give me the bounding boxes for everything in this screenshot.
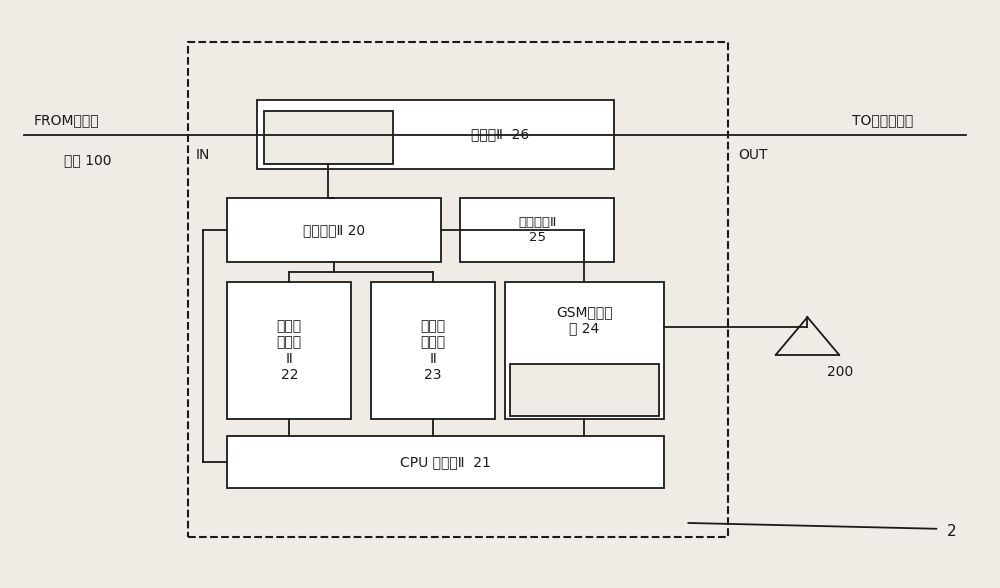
Text: CPU 处理器Ⅱ  21: CPU 处理器Ⅱ 21 bbox=[400, 455, 491, 469]
Text: TO：天馈系统: TO：天馈系统 bbox=[852, 113, 913, 127]
Bar bbox=[227, 198, 440, 262]
Bar bbox=[264, 111, 393, 163]
Text: FROM：信源: FROM：信源 bbox=[34, 113, 100, 127]
Text: 电源模块Ⅱ
25: 电源模块Ⅱ 25 bbox=[518, 216, 556, 244]
Text: 电平采
样模块
Ⅱ
22: 电平采 样模块 Ⅱ 22 bbox=[277, 319, 302, 382]
Bar bbox=[257, 100, 614, 169]
Bar bbox=[188, 42, 728, 537]
Bar bbox=[505, 282, 664, 419]
Text: 切换模块Ⅱ 20: 切换模块Ⅱ 20 bbox=[303, 223, 365, 237]
Text: IN: IN bbox=[196, 148, 210, 162]
Text: 设备 100: 设备 100 bbox=[64, 153, 111, 168]
Text: 载波通
信模块
Ⅱ
23: 载波通 信模块 Ⅱ 23 bbox=[421, 319, 446, 382]
Text: 耦合器Ⅱ  26: 耦合器Ⅱ 26 bbox=[471, 128, 529, 142]
Bar bbox=[227, 436, 664, 488]
Bar bbox=[371, 282, 495, 419]
Text: 200: 200 bbox=[827, 365, 854, 379]
Text: GSM通信模
块 24: GSM通信模 块 24 bbox=[556, 305, 613, 336]
Text: 2: 2 bbox=[946, 524, 956, 539]
Bar bbox=[460, 198, 614, 262]
Bar bbox=[510, 363, 659, 416]
Text: OUT: OUT bbox=[738, 148, 768, 162]
Bar bbox=[227, 282, 351, 419]
